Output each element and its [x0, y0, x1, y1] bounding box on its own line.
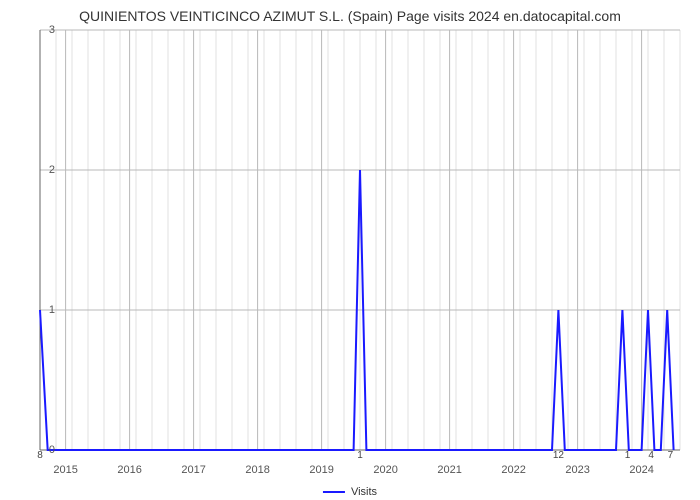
chart-container: QUINIENTOS VEINTICINCO AZIMUT S.L. (Spai… [0, 0, 700, 500]
x-tick-label: 2023 [565, 464, 589, 476]
x-tick-label: 2018 [245, 464, 269, 476]
x-tick-label: 2019 [309, 464, 333, 476]
legend-swatch [323, 491, 345, 493]
y-tick-label: 0 [15, 444, 55, 456]
spike-annotation: 1 [625, 450, 631, 461]
spike-annotation: 1 [357, 450, 363, 461]
spike-annotation: 4 [648, 450, 654, 461]
chart-title: QUINIENTOS VEINTICINCO AZIMUT S.L. (Spai… [0, 0, 700, 24]
x-tick-label: 2021 [437, 464, 461, 476]
chart-plot [40, 30, 680, 450]
legend: Visits [323, 486, 377, 498]
spike-annotation: 12 [553, 450, 564, 461]
y-tick-label: 2 [15, 164, 55, 176]
legend-label: Visits [351, 486, 377, 498]
y-tick-label: 1 [15, 304, 55, 316]
x-tick-label: 2020 [373, 464, 397, 476]
x-tick-label: 2022 [501, 464, 525, 476]
spike-annotation: 8 [37, 450, 43, 461]
x-tick-label: 2015 [53, 464, 77, 476]
x-tick-label: 2017 [181, 464, 205, 476]
x-tick-label: 2016 [117, 464, 141, 476]
y-tick-label: 3 [15, 24, 55, 36]
spike-annotation: 7 [668, 450, 674, 461]
x-tick-label: 2024 [629, 464, 653, 476]
